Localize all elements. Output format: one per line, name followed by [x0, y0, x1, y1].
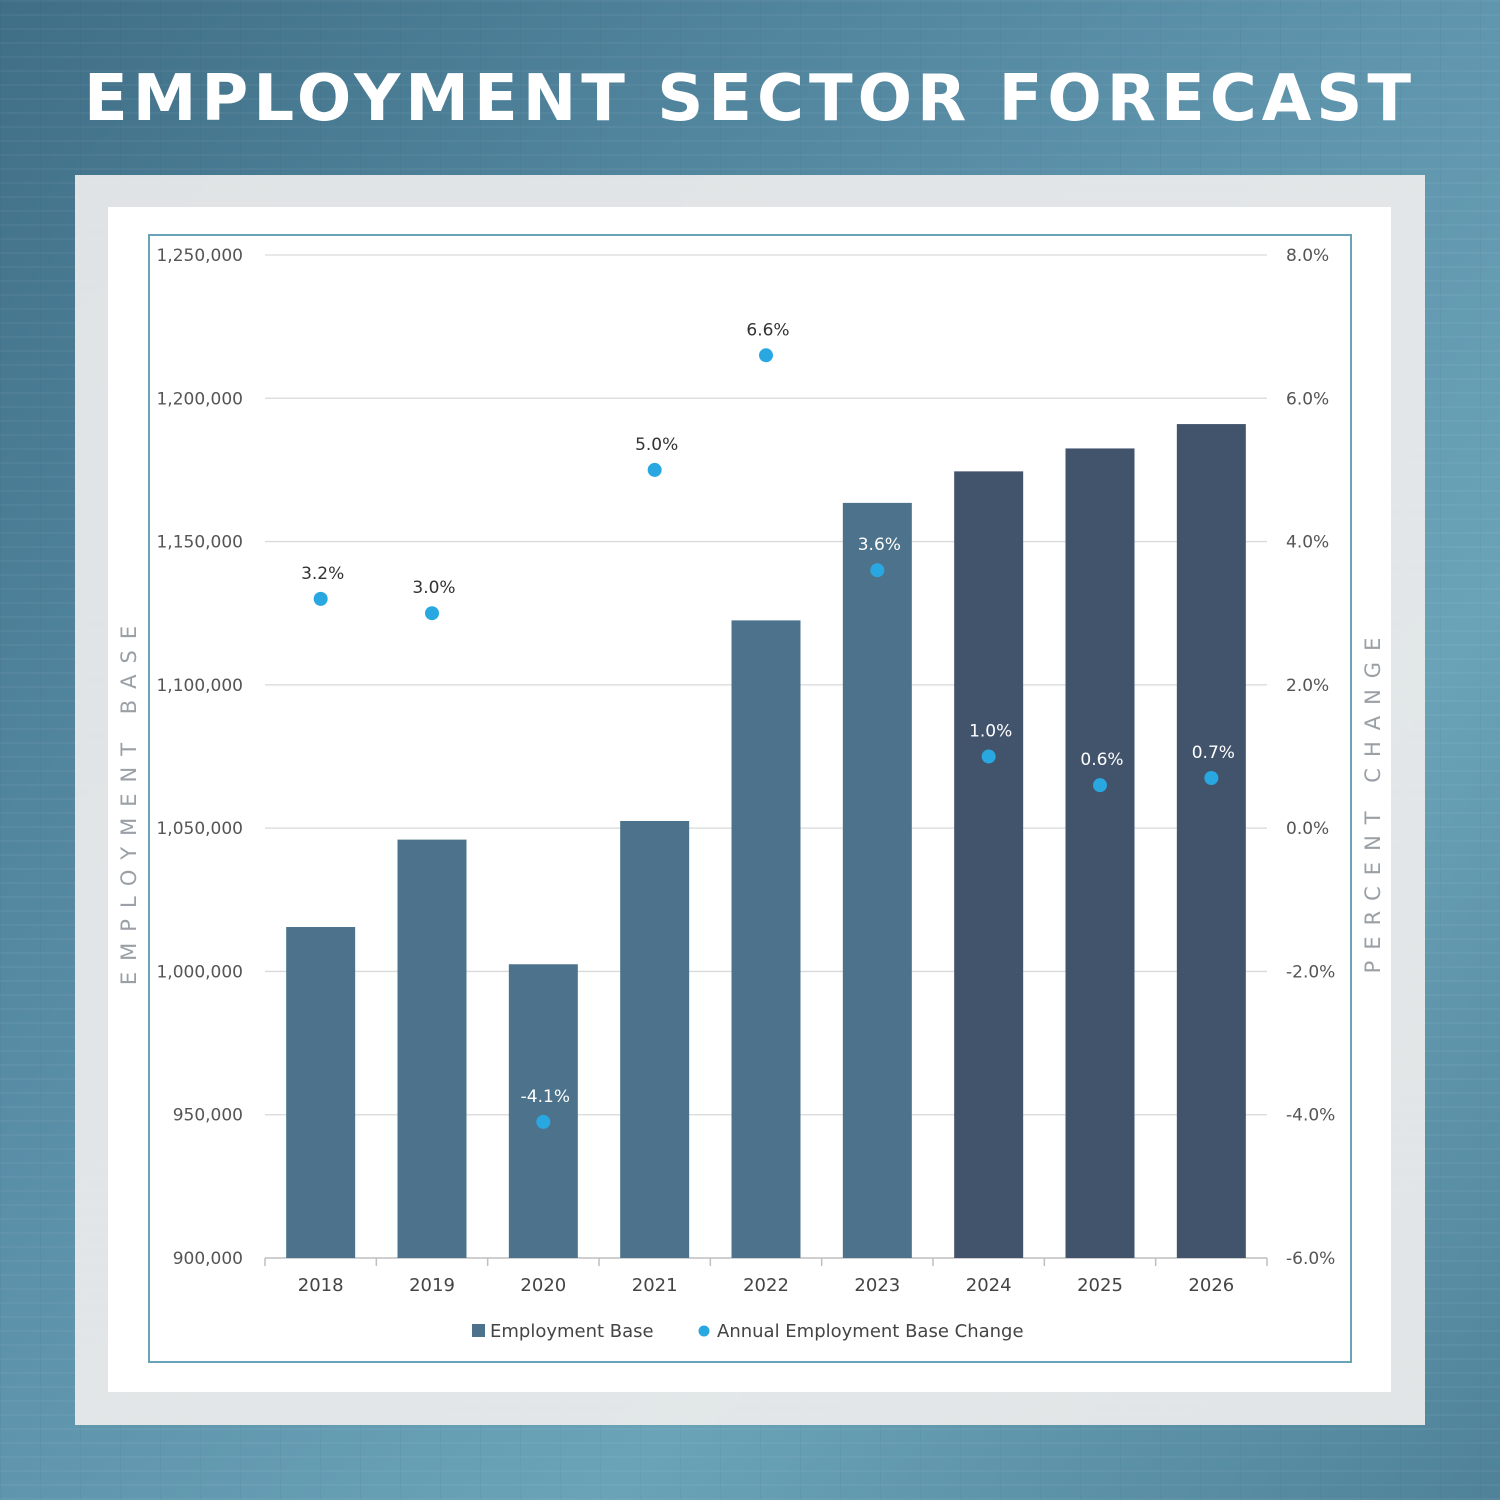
x-tick-label: 2024 [966, 1275, 1012, 1296]
y-left-tick-label: 1,200,000 [156, 389, 243, 409]
data-label-2024: 1.0% [969, 722, 1012, 742]
bars-layer [286, 424, 1246, 1259]
x-tick-label: 2026 [1188, 1275, 1234, 1296]
y-right-tick-label: 2.0% [1286, 676, 1329, 696]
chart-border [148, 234, 1352, 1363]
x-tick-label: 2018 [298, 1275, 344, 1296]
data-label-2025: 0.6% [1080, 750, 1123, 770]
data-label-2019: 3.0% [412, 578, 455, 598]
point-2025 [1093, 778, 1107, 793]
x-tick-label: 2025 [1077, 1275, 1123, 1296]
bar-2026 [1176, 424, 1246, 1258]
bar-2025 [1065, 448, 1135, 1259]
y-right-tick-label: 6.0% [1286, 389, 1329, 409]
legend-annual-change: Annual Employment Base Change [717, 1321, 1024, 1342]
y-right-tick-label: -6.0% [1286, 1249, 1335, 1269]
legend-employment-base: Employment Base [490, 1321, 654, 1342]
y-left-tick-label: 1,100,000 [156, 676, 243, 696]
bar-2023 [842, 502, 912, 1258]
data-label-2023: 3.6% [858, 535, 901, 555]
y-left-tick-label: 950,000 [173, 1106, 243, 1126]
point-2024 [981, 749, 996, 764]
point-2026 [1204, 770, 1219, 785]
page-title: EMPLOYMENT SECTOR FORECAST [84, 62, 1416, 136]
y-axis-left-title: EMPLOYMENT BASE [117, 615, 141, 985]
x-tick-label: 2023 [854, 1275, 900, 1296]
y-left-tick-label: 1,000,000 [156, 962, 243, 982]
y-right-tick-label: -2.0% [1286, 962, 1335, 982]
point-2018 [313, 591, 328, 606]
bar-2024 [954, 471, 1024, 1258]
point-2021 [647, 462, 662, 477]
y-left-tick-label: 900,000 [173, 1249, 243, 1269]
data-label-2021: 5.0% [635, 435, 678, 455]
y-right-tick-label: 8.0% [1286, 246, 1329, 266]
legend-point-swatch [698, 1325, 710, 1337]
x-tick-label: 2021 [632, 1275, 678, 1296]
points-layer [313, 348, 1219, 1129]
data-label-2022: 6.6% [746, 320, 789, 340]
data-label-2020: -4.1% [521, 1087, 570, 1107]
bar-2020 [508, 964, 578, 1258]
y-right-tick-label: 0.0% [1286, 819, 1329, 839]
point-2019 [425, 606, 439, 621]
point-2022 [759, 348, 773, 363]
y-axis-right-title: PERCENT CHANGE [1361, 627, 1385, 974]
legend-bar-swatch [472, 1324, 485, 1337]
x-tick-label: 2019 [409, 1275, 455, 1296]
bar-2021 [620, 820, 690, 1258]
y-right-tick-label: -4.0% [1286, 1106, 1335, 1126]
y-left-tick-label: 1,150,000 [156, 533, 243, 553]
data-label-2018: 3.2% [301, 564, 344, 584]
bar-2018 [286, 927, 356, 1258]
y-left-tick-label: 1,050,000 [156, 819, 243, 839]
bar-2019 [397, 839, 467, 1258]
point-2020 [536, 1114, 551, 1129]
y-right-tick-label: 4.0% [1286, 533, 1329, 553]
point-2023 [870, 563, 885, 578]
x-tick-label: 2022 [743, 1275, 789, 1296]
ticks-layer: 900,000 -6.0% 950,000 -4.0% 1,000,000 -2.0% 1,… [156, 246, 1335, 1296]
bar-2022 [731, 620, 801, 1258]
data-label-2026: 0.7% [1192, 743, 1235, 763]
y-left-tick-label: 1,250,000 [156, 246, 243, 266]
x-tick-label: 2020 [520, 1275, 566, 1296]
labels-layer: 3.2% 3.0% -4.1% 5.0% 6.6% 3.6% 1.0% 0.6% 0.7% [301, 320, 1235, 1107]
legend: Employment Base Annual Employment Base C… [472, 1321, 1024, 1342]
